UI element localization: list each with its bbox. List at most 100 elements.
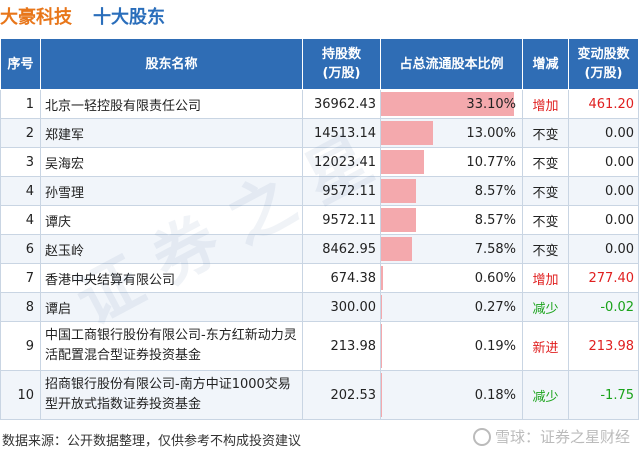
- shares-held: 12023.41: [302, 147, 381, 177]
- change-status: 不变: [522, 176, 569, 206]
- table-row: 3 吴海宏 12023.41 10.77% 不变 0.00: [0, 147, 639, 177]
- table-row: 7 香港中央结算有限公司 674.38 0.60% 增加 277.40: [0, 263, 639, 293]
- change-status: 减少: [522, 370, 569, 420]
- change-amount: -0.02: [568, 292, 639, 322]
- company-title: 大豪科技: [0, 7, 72, 28]
- shareholder-name: 吴海宏: [40, 147, 303, 177]
- table-row: 2 郑建军 14513.14 13.00% 不变 0.00: [0, 118, 639, 148]
- row-index: 8: [0, 292, 41, 322]
- ratio-cell: 10.77%: [380, 147, 523, 177]
- shares-held: 202.53: [302, 370, 381, 420]
- ratio-value: 0.27%: [474, 299, 516, 315]
- row-index: 2: [0, 118, 41, 148]
- ratio-bar: [381, 266, 384, 290]
- ratio-value: 13.00%: [466, 125, 516, 141]
- ratio-cell: 8.57%: [380, 205, 523, 235]
- table-row: 1 北京一轻控股有限责任公司 36962.43 33.10% 增加 461.20: [0, 89, 639, 119]
- row-index: 6: [0, 234, 41, 264]
- table-row: 6 赵玉岭 8462.95 7.58% 不变 0.00: [0, 234, 639, 264]
- column-header: 序号: [0, 38, 41, 90]
- change-amount: 0.00: [568, 176, 639, 206]
- ratio-bar: [381, 150, 425, 174]
- shareholder-name: 香港中央结算有限公司: [40, 263, 303, 293]
- change-amount: 0.00: [568, 118, 639, 148]
- shareholder-name: 郑建军: [40, 118, 303, 148]
- shares-held: 213.98: [302, 321, 381, 371]
- ratio-value: 8.57%: [474, 183, 516, 199]
- table-row: 9 中国工商银行股份有限公司-东方红新动力灵活配置混合型证券投资基金 213.98 0…: [0, 321, 639, 371]
- table-header-row: 序号 股东名称 持股数 (万股) 占总流通股本比例 增减 变动股数 (万股): [0, 38, 639, 90]
- change-amount: 0.00: [568, 205, 639, 235]
- column-header: 增减: [522, 38, 569, 90]
- ratio-value: 0.18%: [474, 387, 516, 403]
- table-row: 10 招商银行股份有限公司-南方中证1000交易型开放式指数证券投资基金 202.5…: [0, 370, 639, 420]
- top-shareholders-table: 序号 股东名称 持股数 (万股) 占总流通股本比例 增减 变动股数 (万股) 1 北京一轻控股有…: [0, 38, 639, 420]
- brand-text: 雪球：证券之星财经: [494, 428, 630, 446]
- ratio-cell: 0.60%: [380, 263, 523, 293]
- change-status: 减少: [522, 292, 569, 322]
- shares-held: 8462.95: [302, 234, 381, 264]
- ratio-cell: 8.57%: [380, 176, 523, 206]
- shareholder-name: 孙雪理: [40, 176, 303, 206]
- ratio-value: 8.57%: [474, 212, 516, 228]
- row-index: 3: [0, 147, 41, 177]
- ratio-value: 33.10%: [466, 96, 516, 112]
- table-body: 1 北京一轻控股有限责任公司 36962.43 33.10% 增加 461.20 2 郑建军 1…: [0, 89, 639, 420]
- ratio-bar: [381, 373, 382, 417]
- ratio-value: 0.19%: [474, 338, 516, 354]
- change-status: 不变: [522, 147, 569, 177]
- column-header: 占总流通股本比例: [380, 38, 523, 90]
- change-amount: 0.00: [568, 234, 639, 264]
- brand-mark: 雪球：证券之星财经: [472, 426, 630, 447]
- shareholder-name: 谭启: [40, 292, 303, 322]
- ratio-cell: 0.27%: [380, 292, 523, 322]
- xueqiu-logo-icon: [472, 427, 491, 446]
- ratio-bar: [381, 237, 412, 261]
- ratio-cell: 0.19%: [380, 321, 523, 371]
- table-row: 4 谭庆 9572.11 8.57% 不变 0.00: [0, 205, 639, 235]
- change-amount: -1.75: [568, 370, 639, 420]
- row-index: 4: [0, 176, 41, 206]
- change-status: 不变: [522, 234, 569, 264]
- ratio-value: 10.77%: [466, 154, 516, 170]
- column-header: 股东名称: [40, 38, 303, 90]
- shareholder-name: 招商银行股份有限公司-南方中证1000交易型开放式指数证券投资基金: [40, 370, 303, 420]
- change-amount: 0.00: [568, 147, 639, 177]
- row-index: 1: [0, 89, 41, 119]
- table-row: 8 谭启 300.00 0.27% 减少 -0.02: [0, 292, 639, 322]
- ratio-cell: 13.00%: [380, 118, 523, 148]
- shares-held: 674.38: [302, 263, 381, 293]
- column-header: 持股数 (万股): [302, 38, 381, 90]
- change-status: 增加: [522, 89, 569, 119]
- row-index: 4: [0, 205, 41, 235]
- column-header: 变动股数 (万股): [568, 38, 639, 90]
- data-source-note: 数据来源：公开数据整理，仅供参考不构成投资建议: [2, 434, 302, 449]
- change-status: 新进: [522, 321, 569, 371]
- shareholder-name: 谭庆: [40, 205, 303, 235]
- shares-held: 9572.11: [302, 176, 381, 206]
- ratio-bar: [381, 295, 383, 319]
- shares-held: 36962.43: [302, 89, 381, 119]
- change-status: 不变: [522, 118, 569, 148]
- row-index: 7: [0, 263, 41, 293]
- row-index: 10: [0, 370, 41, 420]
- ratio-bar: [381, 92, 515, 116]
- change-status: 增加: [522, 263, 569, 293]
- shares-held: 14513.14: [302, 118, 381, 148]
- table-row: 4 孙雪理 9572.11 8.57% 不变 0.00: [0, 176, 639, 206]
- page-header: 大豪科技 十大股东: [0, 0, 640, 34]
- row-index: 9: [0, 321, 41, 371]
- ratio-cell: 0.18%: [380, 370, 523, 420]
- ratio-bar: [381, 179, 416, 203]
- ratio-bar: [381, 208, 416, 232]
- change-amount: 277.40: [568, 263, 639, 293]
- ratio-cell: 33.10%: [380, 89, 523, 119]
- ratio-bar: [381, 121, 434, 145]
- shareholder-name: 北京一轻控股有限责任公司: [40, 89, 303, 119]
- shareholder-name: 赵玉岭: [40, 234, 303, 264]
- change-amount: 461.20: [568, 89, 639, 119]
- shares-held: 300.00: [302, 292, 381, 322]
- ratio-bar: [381, 324, 382, 368]
- ratio-value: 7.58%: [474, 241, 516, 257]
- change-status: 不变: [522, 205, 569, 235]
